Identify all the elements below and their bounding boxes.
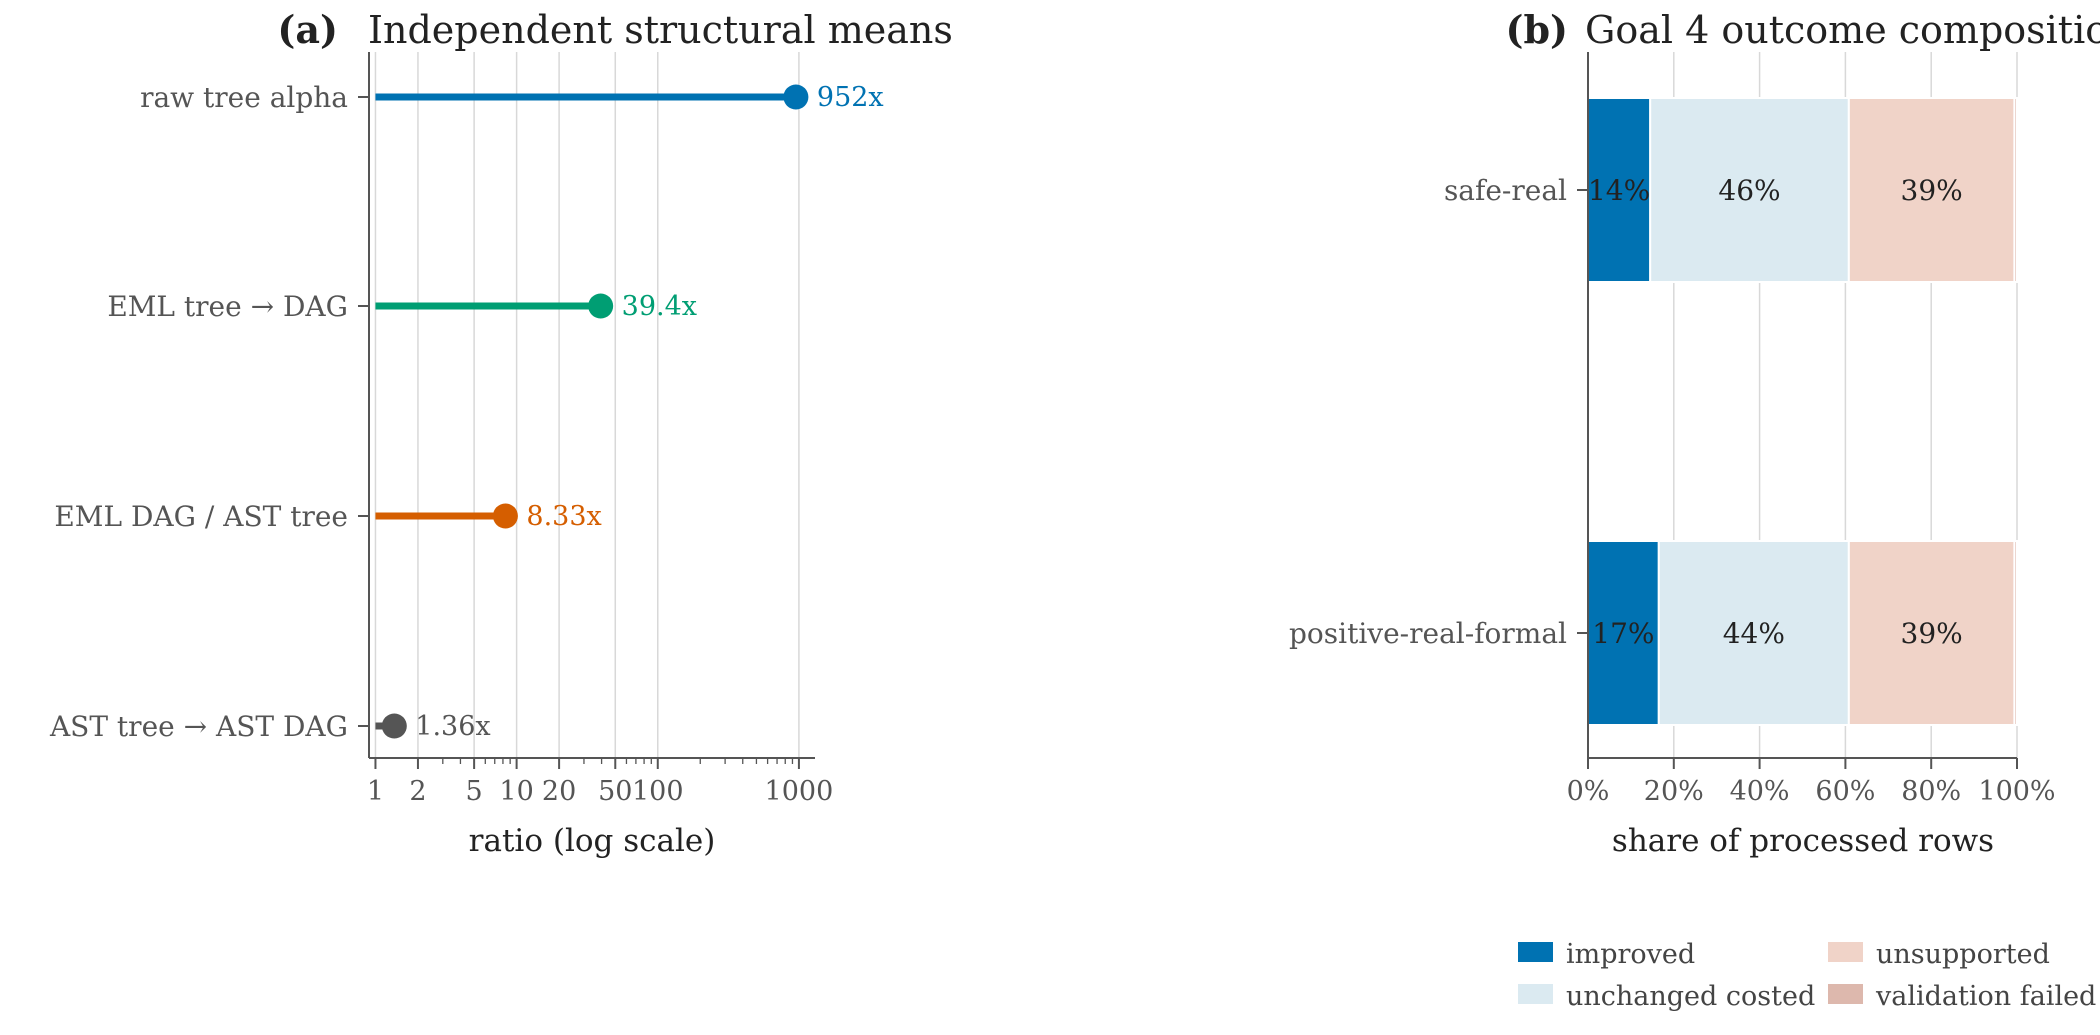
legend-swatch-unsupported (1828, 942, 1863, 962)
value-label-eml-tree-dag: 39.4x (622, 291, 697, 322)
bar-segment-validation-failed-safe-real (2013, 97, 2019, 283)
legend-label-unchanged-costed: unchanged costed (1566, 981, 1815, 1012)
x-tick-label-0: 0% (1567, 776, 1610, 807)
x-tick-label-100: 100% (1978, 776, 2055, 807)
segment-label-improved-safe-real: 14% (1588, 174, 1650, 207)
panel-b-x-axis-label: share of processed rows (1612, 823, 1994, 859)
x-tick-label-100: 100 (632, 776, 684, 807)
value-label-ast-tree-ast-dag: 1.36x (415, 711, 490, 742)
bar-segment-unchanged-costed-safe-real (1649, 97, 1850, 283)
legend-label-unsupported: unsupported (1876, 939, 2050, 970)
segment-label-unchanged-costed-positive-real-formal: 44% (1723, 617, 1785, 650)
legend-swatch-unchanged-costed (1518, 984, 1553, 1004)
category-label-eml-dag-ast-tree: EML DAG / AST tree (54, 500, 348, 533)
x-tick-label-20: 20 (542, 776, 576, 807)
value-label-eml-dag-ast-tree: 8.33x (526, 501, 601, 532)
lollipop-point-ast-tree-ast-dag (381, 713, 407, 739)
lollipop-point-eml-tree-dag (588, 293, 614, 319)
category-label-raw-tree-alpha: raw tree alpha (140, 81, 348, 114)
bar-segment-validation-failed-positive-real-formal (2013, 540, 2019, 726)
segment-label-improved-positive-real-formal: 17% (1592, 617, 1654, 650)
category-label-ast-tree-ast-dag: AST tree → AST DAG (49, 710, 348, 743)
segment-label-unsupported-safe-real: 39% (1901, 174, 1963, 207)
panel-b-stacked-bars: 14% 46% 39% 17% 44% 39% (1587, 97, 2019, 726)
panel-a-gridlines (374, 52, 800, 758)
x-tick-label-50: 50 (598, 776, 632, 807)
panel-a-tag: (a) (277, 7, 338, 52)
category-label-eml-tree-dag: EML tree → DAG (107, 290, 348, 323)
x-tick-label-2: 2 (409, 776, 426, 807)
bar-segment-unsupported-safe-real (1847, 97, 2016, 283)
bar-segment-unsupported-positive-real-formal (1847, 540, 2016, 726)
legend: improved unsupported unchanged costed valid… (1518, 939, 2096, 1012)
panel-a-lollipops: 952x 39.4x 8.33x 1.36x (375, 82, 884, 742)
category-label-safe-real: safe-real (1444, 174, 1567, 207)
x-tick-label-80: 80% (1901, 776, 1961, 807)
category-label-positive-real-formal: positive-real-formal (1289, 617, 1567, 650)
value-label-raw-tree-alpha: 952x (817, 82, 884, 113)
panel-a-x-axis-label: ratio (log scale) (469, 823, 716, 859)
segment-label-unchanged-costed-safe-real: 46% (1718, 174, 1780, 207)
lollipop-point-eml-dag-ast-tree (492, 503, 518, 529)
bar-segment-improved-safe-real (1587, 97, 1652, 283)
bar-segment-unchanged-costed-positive-real-formal (1657, 540, 1850, 726)
x-tick-label-60: 60% (1815, 776, 1875, 807)
segment-label-unsupported-positive-real-formal: 39% (1901, 617, 1963, 650)
x-tick-label-1: 1 (367, 776, 384, 807)
panel-a-axes: raw tree alpha EML tree → DAG EML DAG / AS… (49, 52, 833, 807)
x-tick-label-40: 40% (1730, 776, 1790, 807)
x-tick-label-5: 5 (466, 776, 483, 807)
legend-label-improved: improved (1566, 939, 1695, 970)
lollipop-point-raw-tree-alpha (783, 84, 809, 110)
panel-b-tag: (b) (1505, 7, 1568, 52)
legend-label-validation-failed: validation failed (1875, 981, 2096, 1012)
panel-a-title: Independent structural means (368, 8, 953, 52)
legend-swatch-validation-failed (1828, 984, 1863, 1004)
panel-b-composition-chart: (b) Goal 4 outcome composition 14% 46% 39%… (1289, 7, 2100, 1012)
x-tick-label-1000: 1000 (765, 776, 834, 807)
panel-b-axes: safe-real positive-real-formal 0% 20% 40% 60%… (1289, 52, 2056, 807)
legend-swatch-improved (1518, 942, 1553, 962)
x-tick-label-10: 10 (499, 776, 533, 807)
x-tick-label-20: 20% (1644, 776, 1704, 807)
panel-a-ratio-chart: (a) Independent structural means 952x 39.… (49, 7, 953, 859)
panel-b-title: Goal 4 outcome composition (1585, 8, 2100, 52)
